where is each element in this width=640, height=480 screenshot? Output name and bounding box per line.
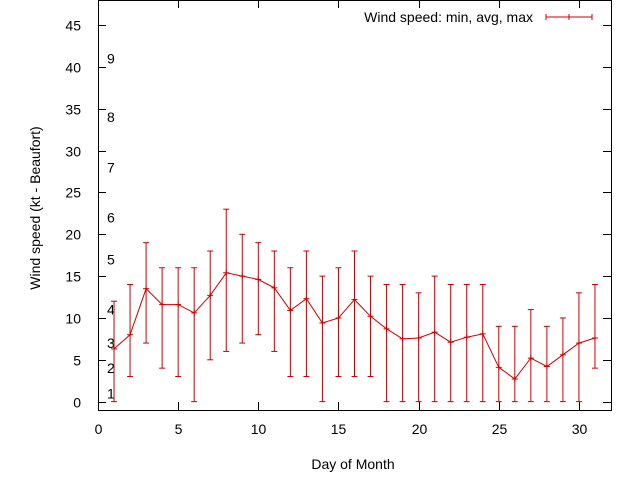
errorbar-point: [319, 275, 326, 403]
errorbar-point: [127, 283, 134, 378]
errorbar-point: [591, 283, 598, 369]
y-tick-label: 5: [73, 353, 81, 369]
beaufort-label: 2: [107, 360, 115, 376]
errorbar-point: [239, 233, 246, 344]
y-tick-label: 0: [73, 395, 81, 411]
errorbar-point: [159, 267, 166, 369]
beaufort-label: 4: [107, 302, 115, 318]
beaufort-label: 7: [107, 159, 115, 175]
legend: Wind speed: min, avg, max: [364, 9, 593, 25]
errorbar-point: [351, 250, 358, 378]
errorbar-point: [207, 250, 214, 361]
errorbar-point: [399, 283, 406, 403]
x-tick-label: 20: [412, 421, 428, 437]
beaufort-label: 3: [107, 335, 115, 351]
y-tick-label: 15: [65, 269, 81, 285]
x-axis-ticks: 0 5 10 15 20 25 30: [95, 0, 588, 437]
y-tick-label: 20: [65, 227, 81, 243]
y-tick-label: 35: [65, 102, 81, 118]
legend-sample-errorbar: [545, 14, 593, 20]
errorbar-point: [303, 250, 310, 378]
errorbar-point: [255, 242, 262, 336]
errorbar-point: [191, 267, 198, 403]
errorbar-point: [415, 292, 422, 403]
errorbar-point: [175, 267, 182, 378]
errorbar-point: [495, 325, 502, 403]
errorbar-point: [543, 325, 550, 403]
x-tick-label: 15: [331, 421, 347, 437]
legend-label: Wind speed: min, avg, max: [364, 9, 533, 25]
errorbar-point: [447, 283, 454, 403]
errorbar-point: [335, 267, 342, 378]
beaufort-label: 1: [107, 385, 115, 401]
errorbar-point: [559, 317, 566, 403]
y-axis-label: Wind speed (kt - Beaufort): [27, 126, 43, 289]
beaufort-label: 5: [107, 251, 115, 267]
y-tick-label: 10: [65, 311, 81, 327]
errorbar-point: [223, 208, 230, 352]
y-tick-label: 45: [65, 18, 81, 34]
x-tick-label: 25: [492, 421, 508, 437]
x-tick-label: 10: [251, 421, 267, 437]
x-tick-label: 0: [95, 421, 103, 437]
x-tick-label: 5: [175, 421, 183, 437]
series-wind-speed: [111, 208, 598, 403]
errorbar-point: [383, 283, 390, 403]
beaufort-label: 9: [107, 51, 115, 67]
y-tick-label: 40: [65, 60, 81, 76]
beaufort-label: 8: [107, 109, 115, 125]
errorbar-point: [479, 283, 486, 403]
errorbar-point: [463, 283, 470, 403]
errorbar-point: [143, 242, 150, 344]
x-axis-label: Day of Month: [311, 456, 394, 472]
errorbar-point: [511, 325, 518, 403]
errorbar-point: [367, 275, 374, 378]
errorbar-point: [527, 309, 534, 403]
beaufort-label: 6: [107, 210, 115, 226]
errorbar-point: [431, 275, 438, 403]
avg-line: [113, 272, 596, 380]
y-tick-label: 25: [65, 185, 81, 201]
x-tick-label: 30: [572, 421, 588, 437]
errorbar-point: [575, 292, 582, 403]
errorbar-point: [271, 250, 278, 352]
y-tick-label: 30: [65, 144, 81, 160]
plot-frame: [98, 0, 612, 411]
errorbar-point: [287, 267, 294, 378]
beaufort-scale-labels: 1 2 3 4 5 6 7 8 9: [107, 51, 115, 402]
